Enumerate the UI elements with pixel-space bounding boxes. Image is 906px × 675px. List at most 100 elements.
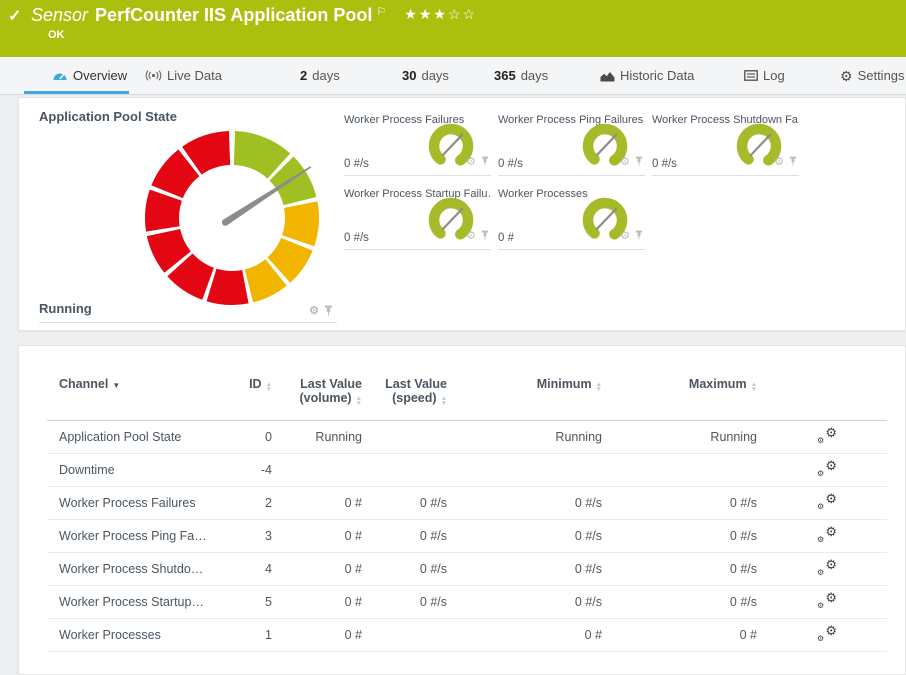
gauge-footer-icons: ⚙: [309, 304, 333, 319]
cell-last-value-volume: [282, 454, 372, 487]
priority-stars[interactable]: ★★★☆☆: [404, 6, 477, 22]
tab-2-days[interactable]: 2 days: [300, 68, 340, 83]
pin-icon[interactable]: [481, 153, 489, 171]
tile-value: 0 #/s: [498, 158, 523, 170]
gauge-segment-green: [269, 156, 317, 206]
cell-channel[interactable]: Worker Processes: [59, 628, 161, 642]
sensor-status-badge: OK: [48, 29, 65, 41]
gauge-tile[interactable]: Worker Process Startup Failu… 0 #/s ⚙: [344, 188, 491, 250]
tile-settings-gear-icon[interactable]: ⚙: [466, 155, 476, 168]
mini-gauge-needle: [441, 207, 464, 230]
table-row: Worker Process Failures 2 0 # 0 #/s 0 #/s 0 #…: [47, 487, 887, 520]
pin-icon[interactable]: [635, 227, 643, 245]
tab-live-data[interactable]: Live Data: [145, 57, 222, 94]
tab-365-days[interactable]: 365 days: [494, 68, 549, 83]
cell-last-value-speed: [372, 619, 457, 652]
col-header-last-value-speed[interactable]: Last Value (speed) ▲ ▼: [385, 377, 447, 407]
gauge-tile[interactable]: Worker Process Ping Failures 0 #/s ⚙: [498, 114, 645, 176]
tab-label: days: [312, 68, 340, 83]
star-empty-icon[interactable]: ☆: [462, 6, 478, 22]
gauge-segment-yellow: [282, 201, 319, 247]
tile-title: Worker Process Startup Failu…: [344, 188, 491, 200]
channel-settings-gears-icon[interactable]: ⚙ ⚙: [817, 523, 837, 544]
gauge-tile[interactable]: Worker Processes 0 # ⚙: [498, 188, 645, 250]
tab-label: Live Data: [167, 68, 222, 83]
cell-channel[interactable]: Worker Process Startup…: [59, 595, 204, 609]
sort-icon: ▲ ▼: [595, 381, 602, 393]
cell-channel[interactable]: Downtime: [59, 463, 115, 477]
cell-minimum: 0 #/s: [574, 562, 602, 576]
tab-label: days: [421, 68, 449, 83]
log-icon: [744, 70, 758, 81]
tile-footer-icons: ⚙: [620, 153, 643, 171]
col-header-maximum[interactable]: Maximum ▲ ▼: [688, 377, 757, 393]
cell-actions: ⚙ ⚙: [767, 586, 887, 619]
col-header-last-value-volume[interactable]: Last Value (volume) ▲ ▼: [299, 377, 362, 407]
mini-gauge-tiles: Worker Process Failures 0 #/s ⚙ Worker Pro…: [344, 114, 904, 250]
sort-desc-icon: ▼: [112, 381, 121, 390]
tab-historic-data[interactable]: Historic Data: [600, 57, 694, 94]
cell-last-value-volume: 0 #: [344, 562, 362, 576]
gauge-segment-red: [151, 149, 200, 199]
cell-id: 1: [265, 628, 272, 642]
gauge-segment-yellow: [244, 259, 287, 303]
channel-table: Channel ▼ ID ▲ ▼ Last Value (volume) ▲ ▼ Last…: [47, 371, 887, 652]
tile-settings-gear-icon[interactable]: ⚙: [466, 229, 476, 242]
pin-icon[interactable]: [789, 153, 797, 171]
star-filled-icon[interactable]: ★: [433, 6, 448, 22]
tile-value: 0 #/s: [652, 158, 677, 170]
cell-actions: ⚙ ⚙: [767, 553, 887, 586]
tile-footer-icons: ⚙: [620, 227, 643, 245]
channel-settings-gears-icon[interactable]: ⚙ ⚙: [817, 490, 837, 511]
cell-id: 5: [265, 595, 272, 609]
tile-title: Worker Process Ping Failures: [498, 114, 644, 126]
cell-maximum: 0 #: [739, 628, 757, 642]
pin-icon[interactable]: [324, 304, 333, 319]
col-header-minimum[interactable]: Minimum ▲ ▼: [536, 377, 602, 393]
col-header-id[interactable]: ID ▲ ▼: [249, 377, 272, 393]
cell-channel[interactable]: Application Pool State: [59, 430, 182, 444]
tile-settings-gear-icon[interactable]: ⚙: [620, 229, 630, 242]
tab-log[interactable]: Log: [744, 57, 785, 94]
cell-last-value-volume: Running: [315, 430, 362, 444]
channel-settings-gears-icon[interactable]: ⚙ ⚙: [817, 556, 837, 577]
star-filled-icon[interactable]: ★: [418, 6, 434, 22]
channel-settings-gears-icon[interactable]: ⚙ ⚙: [817, 622, 837, 643]
tab-30-days[interactable]: 30 days: [402, 68, 449, 83]
gauge-segment-green: [233, 131, 291, 179]
main-gauge-footer: Running ⚙: [39, 301, 337, 323]
channel-settings-gears-icon[interactable]: ⚙ ⚙: [817, 457, 837, 478]
channel-settings-gears-icon[interactable]: ⚙ ⚙: [817, 589, 837, 610]
pin-icon[interactable]: [635, 153, 643, 171]
channel-settings-gears-icon[interactable]: ⚙ ⚙: [817, 424, 837, 445]
application-pool-state-gauge: [145, 131, 319, 305]
tab-label: Historic Data: [620, 68, 695, 83]
mini-gauge-needle: [749, 133, 772, 156]
star-empty-icon[interactable]: ☆: [447, 6, 463, 22]
gauge-segment-red: [182, 131, 231, 175]
gauge-tile[interactable]: Worker Process Failures 0 #/s ⚙: [344, 114, 491, 176]
table-header-row: Channel ▼ ID ▲ ▼ Last Value (volume) ▲ ▼ Last…: [47, 371, 887, 421]
cell-id: 4: [265, 562, 272, 576]
tab-settings[interactable]: ⚙ Settings: [840, 57, 905, 94]
cell-maximum: 0 #/s: [729, 595, 757, 609]
tile-footer-icons: ⚙: [466, 153, 489, 171]
cell-channel[interactable]: Worker Process Shutdo…: [59, 562, 204, 576]
tab-label: Settings: [857, 68, 905, 83]
tile-settings-gear-icon[interactable]: ⚙: [774, 155, 784, 168]
gauge-tile[interactable]: Worker Process Shutdown Fa… 0 #/s ⚙: [652, 114, 799, 176]
pin-icon[interactable]: [481, 227, 489, 245]
col-header-channel[interactable]: Channel ▼: [59, 377, 121, 391]
sort-icon: ▲ ▼: [265, 381, 272, 393]
tile-settings-gear-icon[interactable]: ⚙: [620, 155, 630, 168]
tab-label: Log: [763, 68, 785, 83]
cell-channel[interactable]: Worker Process Failures: [59, 496, 196, 510]
gauge-settings-gear-icon[interactable]: ⚙: [309, 305, 319, 317]
flag-icon[interactable]: ⚐: [376, 6, 387, 18]
status-check-icon: ✓: [8, 8, 22, 25]
star-filled-icon[interactable]: ★: [404, 6, 419, 22]
cell-channel[interactable]: Worker Process Ping Fa…: [59, 529, 207, 543]
cell-last-value-speed: 0 #/s: [419, 562, 447, 576]
cell-minimum: 0 #/s: [574, 529, 602, 543]
tab-overview[interactable]: Overview: [23, 57, 130, 94]
